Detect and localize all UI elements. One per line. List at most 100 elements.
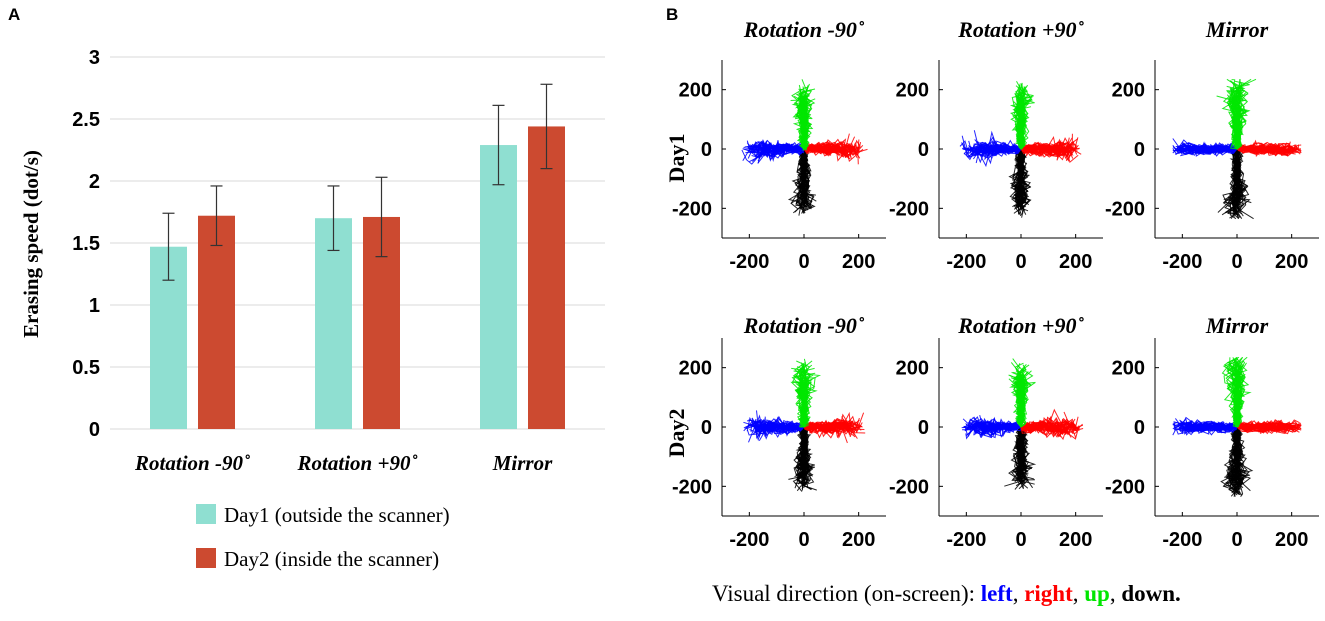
y-tick-label: 0 [1134, 417, 1145, 439]
trajectory-up [796, 381, 808, 428]
trajectory-up [798, 364, 812, 428]
y-tick-label: -200 [672, 476, 712, 498]
trajectory-down [1226, 426, 1245, 485]
trajectory-right [1236, 142, 1285, 152]
x-tick-label: 200 [1275, 529, 1308, 551]
trajectory-right [1236, 425, 1297, 435]
caption-sep1: , [1013, 581, 1025, 606]
y-tick-label: 0 [918, 417, 929, 439]
plot-title: Rotation -90˚ [743, 313, 865, 338]
x-tick-label: 0 [1231, 251, 1242, 273]
trajectory-up [1226, 358, 1245, 428]
x-category-label: Rotation +90˚ [297, 451, 418, 475]
x-tick-label: 0 [798, 529, 809, 551]
plot-title: Mirror [1205, 17, 1269, 42]
trajectory-up [1013, 379, 1030, 428]
trajectory-down [1232, 148, 1240, 213]
trajectory-right [803, 423, 851, 439]
trajectory-up [1229, 88, 1247, 150]
trajectory-left [978, 144, 1022, 155]
trajectory-right [1020, 141, 1075, 155]
trajectory-down [1019, 148, 1028, 194]
x-tick-label: 0 [1015, 529, 1026, 551]
trajectory-left [964, 140, 1022, 150]
trajectory-right [1020, 141, 1069, 155]
row-label-day1: Day1 [664, 134, 689, 183]
trajectory-plot: Mirror 200 0 -200 -200 0 200 [1105, 17, 1319, 273]
trajectory-right [803, 420, 847, 439]
trajectory-left [1180, 421, 1238, 430]
trajectory-down [798, 148, 810, 206]
trajectory-down [1014, 426, 1024, 486]
trajectory-right [803, 422, 846, 437]
trajectory-up [1015, 86, 1029, 150]
x-tick-label: 200 [842, 529, 875, 551]
x-tick-label: -200 [946, 251, 986, 273]
trajectory-down [1015, 426, 1029, 487]
y-tick-label: -200 [889, 476, 929, 498]
y-tick-label: 1.5 [72, 233, 100, 255]
trajectory-right [1236, 420, 1286, 431]
x-tick-label: -200 [946, 529, 986, 551]
trajectory-left [1180, 145, 1238, 154]
trajectory-left [756, 148, 805, 158]
x-tick-label: 200 [842, 251, 875, 273]
trajectory-down [1229, 148, 1246, 217]
x-tick-label: -200 [1162, 529, 1202, 551]
trajectory-grid: Rotation -90˚ 200 0 -200 -200 0 200 Rotation +9… [672, 17, 1319, 551]
trajectory-left [749, 143, 805, 163]
x-tick-label: 200 [1059, 251, 1092, 273]
trajectory-left [1172, 142, 1238, 154]
trajectory-down [1230, 148, 1242, 212]
panel-label-a: A [8, 5, 20, 24]
trajectory-plot: Rotation -90˚ 200 0 -200 -200 0 200 [672, 17, 886, 273]
trajectory-up [796, 366, 809, 428]
plot-title: Rotation +90˚ [957, 313, 1084, 338]
trajectory-up [1229, 361, 1243, 428]
y-tick-label: 0 [89, 419, 100, 441]
x-tick-label: 0 [1015, 251, 1026, 273]
y-tick-label: 200 [679, 80, 712, 102]
trajectory-right [804, 142, 852, 155]
y-tick-label: 0 [701, 417, 712, 439]
trajectory-left [1183, 142, 1238, 156]
y-tick-label: 3 [89, 47, 100, 69]
trajectory-right [1020, 142, 1069, 154]
trajectory-right [1236, 422, 1293, 433]
trajectory-right [1020, 420, 1077, 438]
legend-swatch-day2 [196, 548, 216, 568]
trajectory-left [1183, 144, 1238, 155]
trajectory-right [803, 423, 852, 433]
legend-label-day2: Day2 (inside the scanner) [224, 547, 439, 571]
trajectory-down [1223, 148, 1246, 212]
y-tick-label: -200 [672, 198, 712, 220]
caption-left: left [981, 581, 1013, 606]
trajectory-left [1183, 423, 1238, 431]
trajectory-up [1231, 93, 1249, 150]
plot-title: Rotation -90˚ [743, 17, 865, 42]
trajectory-right [1236, 422, 1300, 434]
trajectory-plot: Rotation -90˚ 200 0 -200 -200 0 200 [672, 313, 886, 551]
y-tick-label: 200 [1112, 358, 1145, 380]
trajectory-right [1020, 425, 1067, 434]
y-tick-label: -200 [1105, 476, 1145, 498]
trajectory-plot: Mirror 200 0 -200 -200 0 200 [1105, 313, 1319, 551]
y-tick-label: 2.5 [72, 109, 100, 131]
y-tick-label: -200 [889, 198, 929, 220]
trajectory-left [963, 421, 1022, 436]
x-tick-label: 200 [1275, 251, 1308, 273]
row-label-day2: Day2 [664, 409, 689, 458]
trajectory-up [1009, 378, 1026, 428]
direction-caption: Visual direction (on-screen): left, righ… [712, 581, 1181, 606]
y-tick-label: 0 [701, 139, 712, 161]
bar-day1 [315, 218, 352, 429]
y-axis-label: Erasing speed (dot/s) [19, 150, 43, 338]
trajectory-down [1229, 426, 1248, 487]
caption-prefix: Visual direction (on-screen): [712, 581, 981, 606]
trajectory-left [980, 423, 1022, 434]
legend: Day1 (outside the scanner) Day2 (inside … [196, 503, 450, 571]
trajectory-down [1017, 426, 1027, 482]
legend-label-day1: Day1 (outside the scanner) [224, 503, 450, 527]
caption-up: up [1084, 581, 1110, 606]
